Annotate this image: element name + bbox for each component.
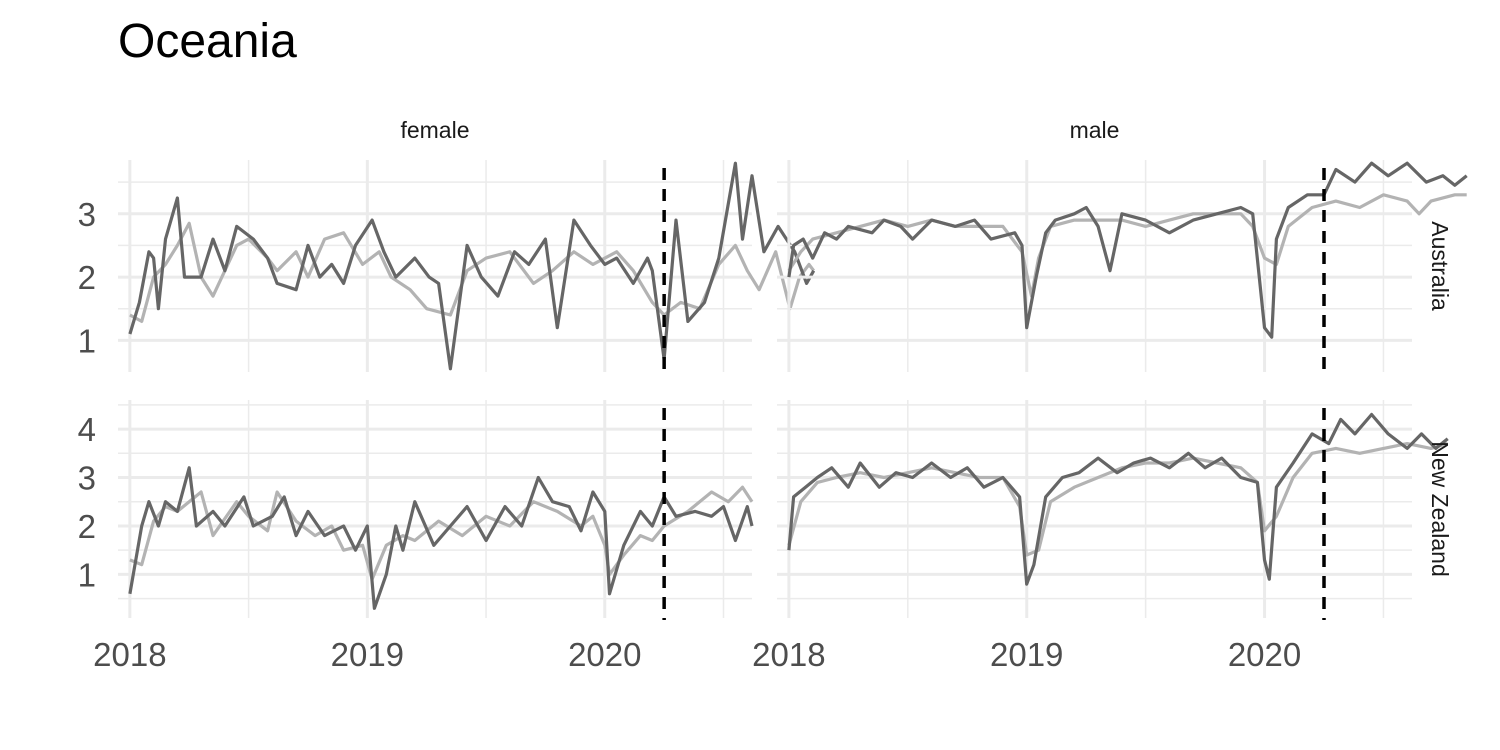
y-tick-label: 2	[78, 259, 96, 296]
series-line-dark	[787, 161, 1468, 339]
x-tick-label: 2018	[752, 636, 825, 673]
x-tick-label: 2018	[93, 636, 166, 673]
x-tick-label: 2019	[331, 636, 404, 673]
x-tick-label: 2020	[568, 636, 641, 673]
series-line-light	[129, 221, 815, 323]
series-line-light	[787, 193, 1467, 298]
series-line-dark	[128, 161, 816, 371]
facet-column-label: male	[1070, 117, 1120, 143]
series-line-dark	[128, 466, 754, 610]
series-line-light	[787, 442, 1449, 557]
x-tick-label: 2020	[1228, 636, 1301, 673]
chart-title: Oceania	[118, 15, 297, 68]
series-line-light	[129, 485, 754, 581]
y-tick-label: 1	[78, 322, 96, 359]
facet-row-label: New Zealand	[1427, 441, 1453, 577]
facet-column-label: female	[400, 117, 469, 143]
y-tick-label: 4	[78, 411, 96, 448]
y-tick-label: 2	[78, 508, 96, 545]
y-tick-label: 3	[78, 460, 96, 497]
y-tick-label: 1	[78, 556, 96, 593]
x-tick-label: 2019	[990, 636, 1063, 673]
facet-row-label: Australia	[1427, 221, 1453, 311]
y-tick-label: 3	[78, 196, 96, 233]
series-line-dark	[787, 412, 1449, 586]
